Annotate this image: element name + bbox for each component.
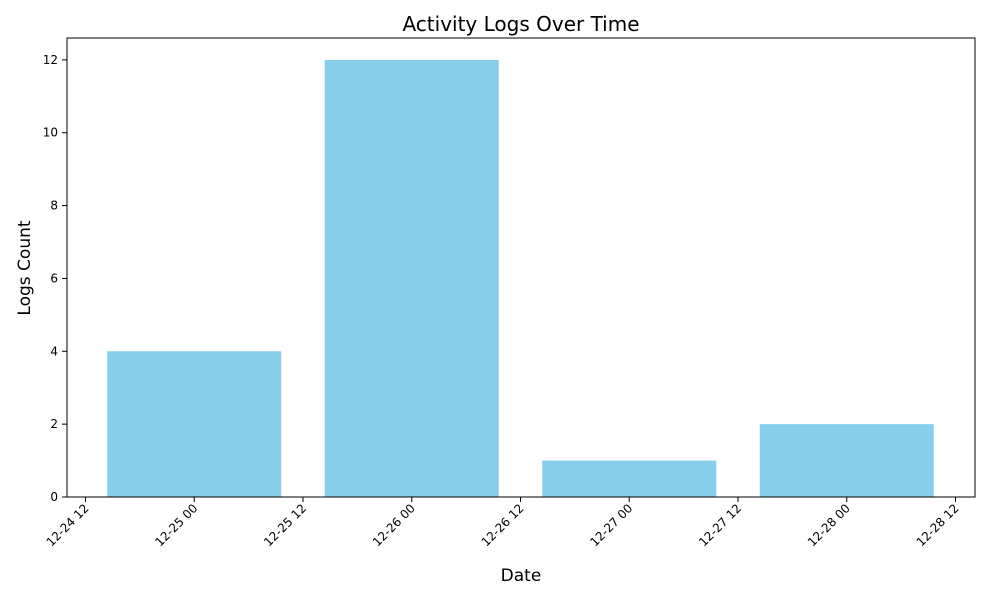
x-tick-label: 12-26 12 [479, 501, 527, 549]
x-tick-label: 12-25 00 [152, 501, 200, 549]
chart-title: Activity Logs Over Time [402, 12, 639, 36]
x-tick-label: 12-27 12 [696, 501, 744, 549]
x-tick-label: 12-28 00 [805, 501, 853, 549]
y-tick-label: 10 [43, 126, 58, 140]
x-axis-label: Date [501, 566, 542, 586]
y-tick-label: 4 [50, 344, 58, 358]
x-tick-label: 12-28 12 [914, 501, 962, 549]
bar-12-26-00 [324, 59, 499, 497]
y-axis: 0 2 4 6 8 10 12 [43, 53, 67, 504]
x-tick-label: 12-27 00 [587, 501, 635, 549]
y-axis-label: Logs Count [15, 220, 35, 315]
y-tick-label: 6 [50, 271, 58, 285]
bar-12-27-00 [542, 460, 717, 497]
bars [107, 59, 934, 497]
y-tick-label: 12 [43, 53, 58, 67]
x-tick-label: 12-24 12 [44, 501, 92, 549]
x-axis: 12-24 12 12-25 00 12-25 12 12-26 00 12-26 12… [44, 497, 962, 549]
y-tick-label: 0 [50, 490, 58, 504]
y-tick-label: 2 [50, 417, 58, 431]
bar-12-28-00 [759, 424, 934, 497]
x-tick-label: 12-26 00 [370, 501, 418, 549]
x-tick-label: 12-25 12 [261, 501, 309, 549]
bar-12-25-00 [107, 351, 282, 497]
y-tick-label: 8 [50, 199, 58, 213]
